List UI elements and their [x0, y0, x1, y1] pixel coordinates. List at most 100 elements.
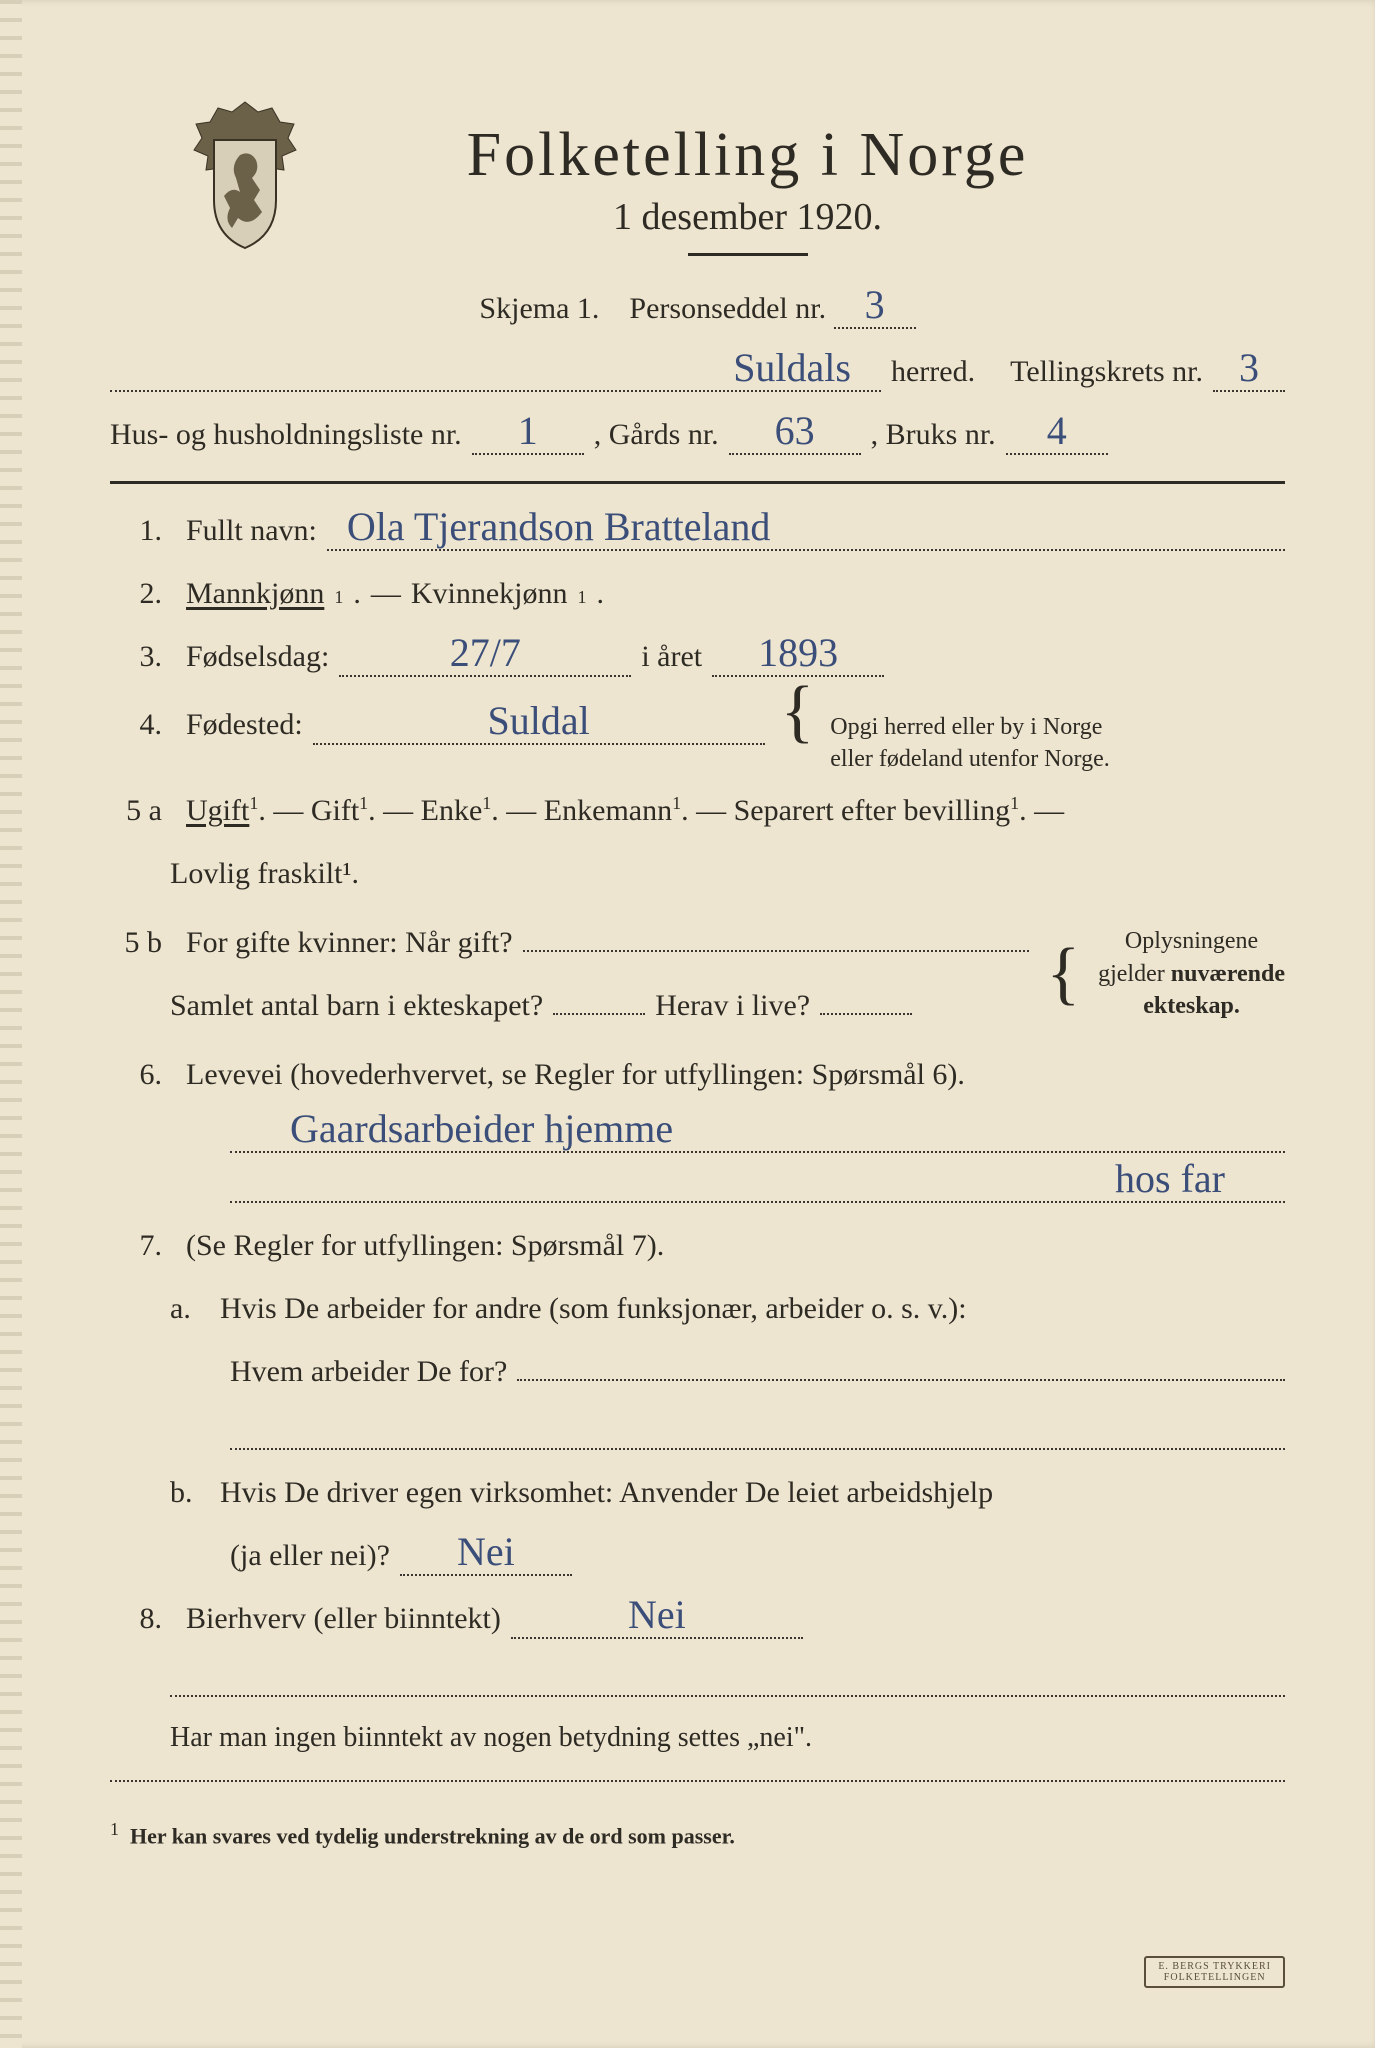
- q5b-note1: Oplysningene: [1125, 928, 1258, 954]
- q7b-text1: Hvis De driver egen virksomhet: Anvender…: [220, 1464, 993, 1521]
- q5a-line1: 5 a Ugift1. — Gift1. — Enke1. — Enkemann…: [110, 782, 1285, 839]
- footer-separator: [110, 1780, 1285, 1782]
- husliste-label: Hus- og husholdningsliste nr.: [110, 406, 462, 463]
- q6-line: 6. Levevei (hovederhvervet, se Regler fo…: [110, 1046, 1285, 1103]
- skjema-label: Skjema 1.: [479, 292, 599, 325]
- title-block: Folketelling i Norge 1 desember 1920.: [330, 100, 1285, 280]
- printer-stamp: E. BERGS TRYKKERI FOLKETELLINGEN: [1144, 1956, 1285, 1988]
- q3-label: Fødselsdag:: [186, 628, 329, 685]
- section-rule: [110, 481, 1285, 484]
- q5b-blank3: [820, 1013, 912, 1015]
- skjema-line: Skjema 1. Personseddel nr. 3: [110, 280, 1285, 337]
- q4-line: 4. Fødested: Suldal { Opgi herred eller …: [110, 691, 1285, 776]
- q2-mann: Mannkjønn: [186, 565, 324, 622]
- q7b-value: Nei: [400, 1532, 572, 1576]
- q5a-options: Ugift1. — Gift1. — Enke1. — Enkemann1. —…: [186, 782, 1064, 839]
- q6-value-line1: Gaardsarbeider hjemme: [230, 1117, 1285, 1153]
- q2-sup2: 1: [577, 580, 586, 614]
- q1-label: Fullt navn:: [186, 502, 317, 559]
- q7-num: 7.: [110, 1217, 162, 1274]
- q7b-line2: (ja eller nei)? Nei: [230, 1527, 1285, 1584]
- q7b-text2: (ja eller nei)?: [230, 1527, 390, 1584]
- q3-year-label: i året: [641, 628, 702, 685]
- q1-line: 1. Fullt navn: Ola Tjerandson Bratteland: [110, 502, 1285, 559]
- herred-value: Suldals: [110, 348, 881, 392]
- q3-day: 27/7: [339, 633, 631, 677]
- q5a-options2: Lovlig fraskilt¹.: [170, 845, 359, 902]
- personseddel-label: Personseddel nr.: [629, 292, 826, 325]
- q4-note-b: eller fødeland utenfor Norge.: [830, 746, 1109, 772]
- gards-nr: 63: [729, 411, 861, 455]
- herred-label: herred.: [891, 343, 975, 400]
- q5b-blank2: [553, 1013, 645, 1015]
- footer-hint: Har man ingen biinntekt av nogen betydni…: [170, 1711, 1285, 1764]
- q5a-line2: Lovlig fraskilt¹.: [170, 845, 1285, 902]
- q7a-text2: Hvem arbeider De for?: [230, 1343, 507, 1400]
- census-form-page: Folketelling i Norge 1 desember 1920. Sk…: [0, 0, 1375, 2048]
- q8-blank: [170, 1661, 1285, 1697]
- q7a-text1: Hvis De arbeider for andre (som funksjon…: [220, 1280, 967, 1337]
- q6-label: Levevei (hovederhvervet, se Regler for u…: [186, 1046, 965, 1103]
- q4-label: Fødested:: [186, 696, 303, 753]
- q2-dot1: .: [353, 565, 361, 622]
- q6-value-line2: hos far: [230, 1167, 1285, 1203]
- q7-line: 7. (Se Regler for utfyllingen: Spørsmål …: [110, 1217, 1285, 1274]
- q7a-num: a.: [170, 1280, 210, 1337]
- q5b-note3: ekteskap.: [1143, 993, 1240, 1019]
- q8-value: Nei: [511, 1595, 803, 1639]
- q5b-line2b: Herav i live?: [655, 977, 810, 1034]
- bruks-nr: 4: [1006, 411, 1108, 455]
- q2-sep: —: [371, 565, 401, 622]
- stamp-line1: E. BERGS TRYKKERI: [1158, 1961, 1271, 1972]
- q4-brace-icon: {: [781, 691, 815, 733]
- footnote: 1 Her kan svares ved tydelig understrekn…: [110, 1812, 1285, 1857]
- q5b-line1: 5 b For gifte kvinner: Når gift?: [110, 914, 1029, 971]
- q2-sup1: 1: [334, 580, 343, 614]
- gards-label: , Gårds nr.: [594, 406, 719, 463]
- q7a-blank2: [230, 1414, 1285, 1450]
- q5b-block: 5 b For gifte kvinner: Når gift? Samlet …: [110, 908, 1285, 1040]
- personseddel-nr: 3: [834, 285, 916, 329]
- bruks-label: , Bruks nr.: [871, 406, 996, 463]
- q7b-line1: b. Hvis De driver egen virksomhet: Anven…: [170, 1464, 1285, 1521]
- q5a-num: 5 a: [110, 782, 162, 839]
- q1-num: 1.: [110, 502, 162, 559]
- main-title: Folketelling i Norge: [330, 120, 1165, 191]
- stamp-line2: FOLKETELLINGEN: [1164, 1972, 1266, 1983]
- coat-of-arms-icon: [190, 100, 300, 250]
- q4-num: 4.: [110, 696, 162, 753]
- subtitle-date: 1 desember 1920.: [330, 195, 1165, 239]
- q5b-line2a: Samlet antal barn i ekteskapet?: [170, 977, 543, 1034]
- q3-line: 3. Fødselsdag: 27/7 i året 1893: [110, 628, 1285, 685]
- form-body: Skjema 1. Personseddel nr. 3 Suldals her…: [110, 280, 1285, 1857]
- perforation-edge: [0, 0, 22, 2048]
- q1-value: Ola Tjerandson Bratteland: [327, 507, 1285, 551]
- husliste-nr: 1: [472, 411, 584, 455]
- q8-line: 8. Bierhverv (eller biinntekt) Nei: [110, 1590, 1285, 1647]
- q7-label: (Se Regler for utfyllingen: Spørsmål 7).: [186, 1217, 664, 1274]
- q5b-line1a: For gifte kvinner: Når gift?: [186, 914, 513, 971]
- husliste-line: Hus- og husholdningsliste nr. 1 , Gårds …: [110, 406, 1285, 463]
- footnote-text: Her kan svares ved tydelig understreknin…: [130, 1823, 735, 1848]
- herred-line: Suldals herred. Tellingskrets nr. 3: [110, 343, 1285, 400]
- q5a-ugift: Ugift: [186, 794, 249, 827]
- q5b-num: 5 b: [110, 914, 162, 971]
- q2-line: 2. Mannkjønn 1. — Kvinnekjønn 1.: [110, 565, 1285, 622]
- title-rule: [688, 253, 808, 256]
- q6-value2: hos far: [1115, 1159, 1225, 1201]
- q7b-num: b.: [170, 1464, 210, 1521]
- q8-label: Bierhverv (eller biinntekt): [186, 1590, 501, 1647]
- q2-kvinne: Kvinnekjønn: [411, 565, 568, 622]
- q2-num: 2.: [110, 565, 162, 622]
- q2-dot2: .: [596, 565, 604, 622]
- q7a-blank: [517, 1379, 1285, 1381]
- q4-note-a: Opgi herred eller by i Norge: [830, 714, 1102, 740]
- q6-value1: Gaardsarbeider hjemme: [290, 1109, 673, 1151]
- q5b-brace-icon: {: [1047, 953, 1081, 995]
- q8-num: 8.: [110, 1590, 162, 1647]
- q7a-line2: Hvem arbeider De for?: [230, 1343, 1285, 1400]
- q3-num: 3.: [110, 628, 162, 685]
- header: Folketelling i Norge 1 desember 1920.: [190, 100, 1285, 280]
- q5b-line2: Samlet antal barn i ekteskapet? Herav i …: [170, 977, 1029, 1034]
- q5b-note: Oplysningene gjelder nuværende ekteskap.: [1098, 925, 1285, 1022]
